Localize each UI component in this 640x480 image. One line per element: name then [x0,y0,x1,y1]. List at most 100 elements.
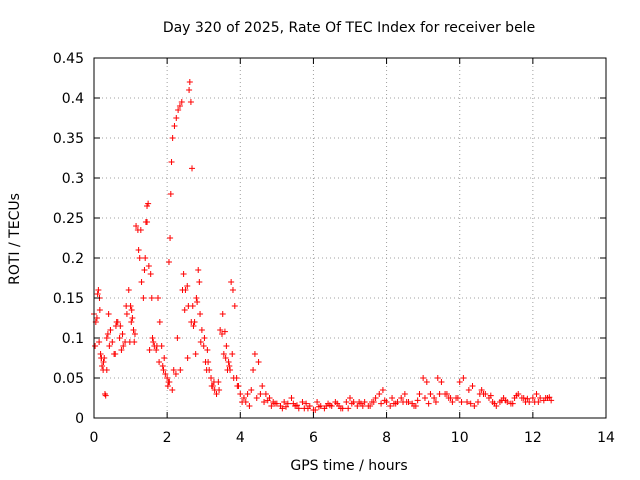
data-point [379,387,386,393]
data-point [119,331,126,337]
data-point [434,375,441,381]
data-point [303,400,310,407]
data-point [109,339,116,345]
data-point [487,392,494,399]
data-point [147,271,154,277]
data-point [200,343,207,349]
x-tick-label: 8 [382,430,391,446]
grid-lines [94,58,606,418]
data-point [169,135,176,141]
data-point [153,343,160,349]
data-point [456,379,463,385]
data-point [427,391,434,397]
data-point [226,363,233,369]
data-point [372,395,379,401]
data-point [129,315,136,321]
data-point [502,397,509,404]
data-point [529,395,536,401]
data-point [279,405,286,412]
data-point [201,335,208,341]
data-point [537,395,544,401]
data-point [137,227,144,233]
data-point [222,355,229,361]
data-point [113,319,120,325]
data-point [411,403,417,409]
data-point [467,400,474,407]
data-point [345,405,352,412]
roti-series [91,79,555,413]
data-point [107,327,114,333]
y-tick-label: 0.05 [53,371,84,387]
data-point [123,303,130,309]
data-point [102,392,109,399]
data-point [125,287,132,293]
data-point [389,395,396,401]
data-point [135,247,142,253]
data-point [403,399,410,405]
y-axis-label: ROTI / TECUs [7,193,23,285]
data-point [255,359,262,365]
data-point [234,383,241,389]
data-point [195,267,202,273]
data-point [491,400,498,407]
data-point [208,383,215,389]
data-point [176,103,183,109]
data-point [177,367,184,373]
data-point [217,327,224,333]
data-point [268,403,275,409]
data-point [100,359,107,365]
data-point [548,397,555,404]
data-point [164,375,171,381]
data-point [460,375,467,381]
data-point [179,287,186,293]
data-point [458,399,465,405]
plot-frame [93,57,607,419]
data-point [116,335,123,341]
data-point [425,400,432,407]
data-point [162,371,169,377]
data-point [94,291,101,297]
x-tick-label: 6 [309,430,318,446]
data-point [262,391,269,397]
data-point [188,319,195,325]
data-point [299,399,306,405]
y-tick-label: 0.4 [62,91,84,107]
x-tick-label: 2 [163,430,172,446]
data-point [197,311,204,317]
data-point [432,399,439,405]
data-point [117,323,124,329]
data-point [438,379,445,385]
data-point [156,359,163,365]
data-point [378,400,385,407]
data-point [190,323,197,329]
data-point [181,307,188,313]
data-point [103,335,110,341]
data-point [180,271,187,277]
data-point [140,295,147,301]
data-point [185,303,192,309]
data-point [257,391,264,397]
data-point [184,283,191,289]
data-point [97,351,104,357]
data-point [205,359,212,365]
data-point [130,327,137,333]
data-point [475,399,481,405]
data-point [367,403,374,409]
data-point [155,295,161,301]
data-point [145,263,152,269]
data-point [480,391,487,397]
data-point [464,399,471,405]
x-tick-label: 0 [90,430,99,446]
data-point [348,400,355,407]
data-point [198,327,205,333]
data-point [98,355,105,361]
data-point [546,394,553,401]
data-point [244,391,251,397]
data-point [447,395,454,401]
data-point [293,402,300,409]
data-point [219,311,226,317]
data-point [168,159,175,165]
data-point [423,379,430,385]
data-point [323,403,330,409]
